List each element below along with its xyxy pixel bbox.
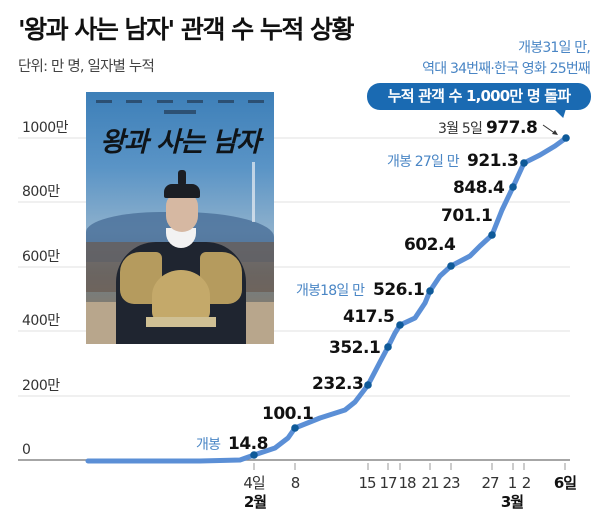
poster-title: 왕과 사는 남자 — [100, 127, 261, 158]
month-label-mar: 3월 — [501, 493, 523, 511]
poster-credits — [96, 100, 264, 106]
movie-poster: 왕과 사는 남자 — [86, 92, 274, 344]
data-point — [426, 287, 434, 295]
poster-tagline — [164, 110, 196, 114]
data-point — [396, 321, 404, 329]
data-point — [250, 451, 258, 459]
value-label: 848.4 — [453, 178, 505, 198]
data-point — [384, 343, 392, 351]
y-tick-label: 600만 — [22, 249, 60, 265]
chart-subtitle: 단위: 만 명, 일자별 누적 — [18, 59, 155, 75]
poster-hat — [164, 184, 200, 198]
value-label: 701.1 — [441, 206, 492, 226]
value-label: 602.4 — [404, 235, 456, 255]
x-ticks — [253, 463, 566, 470]
y-tick-label: 0 — [22, 442, 30, 458]
milestone-bubble: 누적 관객 수 1,000만 명 돌파 — [367, 83, 591, 110]
x-tick-label: 18 — [398, 474, 416, 492]
data-point — [509, 183, 517, 191]
value-label: 921.3 — [467, 151, 518, 171]
y-tick-label: 1000만 — [22, 120, 69, 136]
poster-belt — [146, 317, 216, 327]
value-label: 526.1 — [373, 280, 424, 300]
x-tick-label: 23 — [442, 474, 460, 492]
month-label-feb: 2월 — [244, 493, 266, 511]
x-tick-label: 21 — [421, 474, 439, 492]
x-tick-label: 15 — [358, 474, 376, 492]
value-labels: 개봉 14.8 100.1 232.3 352.1 417.5 개봉18일 만 … — [196, 118, 538, 454]
data-point — [291, 424, 299, 432]
x-tick-label: 17 — [379, 474, 397, 492]
x-tick-label: 27 — [481, 474, 499, 492]
data-point — [447, 262, 455, 270]
data-point — [364, 381, 372, 389]
data-point — [562, 134, 570, 142]
poster-hat-top — [178, 170, 186, 186]
x-axis-labels: 4일 8 15 17 18 21 23 27 1 2 6일 2월 3월 — [243, 474, 577, 511]
data-point — [520, 159, 528, 167]
y-tick-label: 800만 — [22, 184, 60, 200]
value-label: 100.1 — [262, 404, 313, 424]
day27-label: 개봉 27일 만 — [387, 154, 460, 170]
milestone-note: 개봉31일 만, 역대 34번째·한국 영화 25번째 — [422, 38, 591, 80]
value-label: 352.1 — [329, 338, 380, 358]
milestone-note-line1: 개봉31일 만, — [518, 40, 591, 56]
y-tick-label: 200만 — [22, 378, 60, 394]
x-tick-label: 8 — [291, 474, 300, 492]
poster-chest-emblem — [152, 270, 210, 322]
day18-label: 개봉18일 만 — [296, 283, 365, 299]
x-tick-label: 2 — [522, 474, 531, 492]
x-tick-label: 4일 — [243, 474, 265, 492]
milestone-note-line2: 역대 34번째·한국 영화 25번째 — [422, 61, 591, 77]
value-label: 232.3 — [312, 374, 363, 394]
x-tick-label: 6일 — [554, 474, 576, 492]
x-tick-label: 1 — [508, 474, 517, 492]
y-tick-label: 400만 — [22, 313, 60, 329]
chart-title: '왕과 사는 남자' 관객 수 누적 상황 — [18, 15, 355, 44]
value-label: 977.8 — [486, 118, 537, 138]
data-markers — [250, 134, 570, 459]
y-axis-labels: 1000만 800만 600만 400만 200만 0 — [22, 120, 69, 458]
arrow-icon — [542, 124, 558, 135]
poster-face — [166, 192, 198, 232]
data-point — [488, 231, 496, 239]
last-point-date: 3월 5일 — [438, 121, 482, 137]
poster-side-text — [252, 162, 255, 222]
poster-collar — [166, 228, 196, 248]
value-label: 417.5 — [343, 307, 394, 327]
opening-label: 개봉 — [196, 437, 221, 453]
value-label: 14.8 — [228, 434, 268, 454]
